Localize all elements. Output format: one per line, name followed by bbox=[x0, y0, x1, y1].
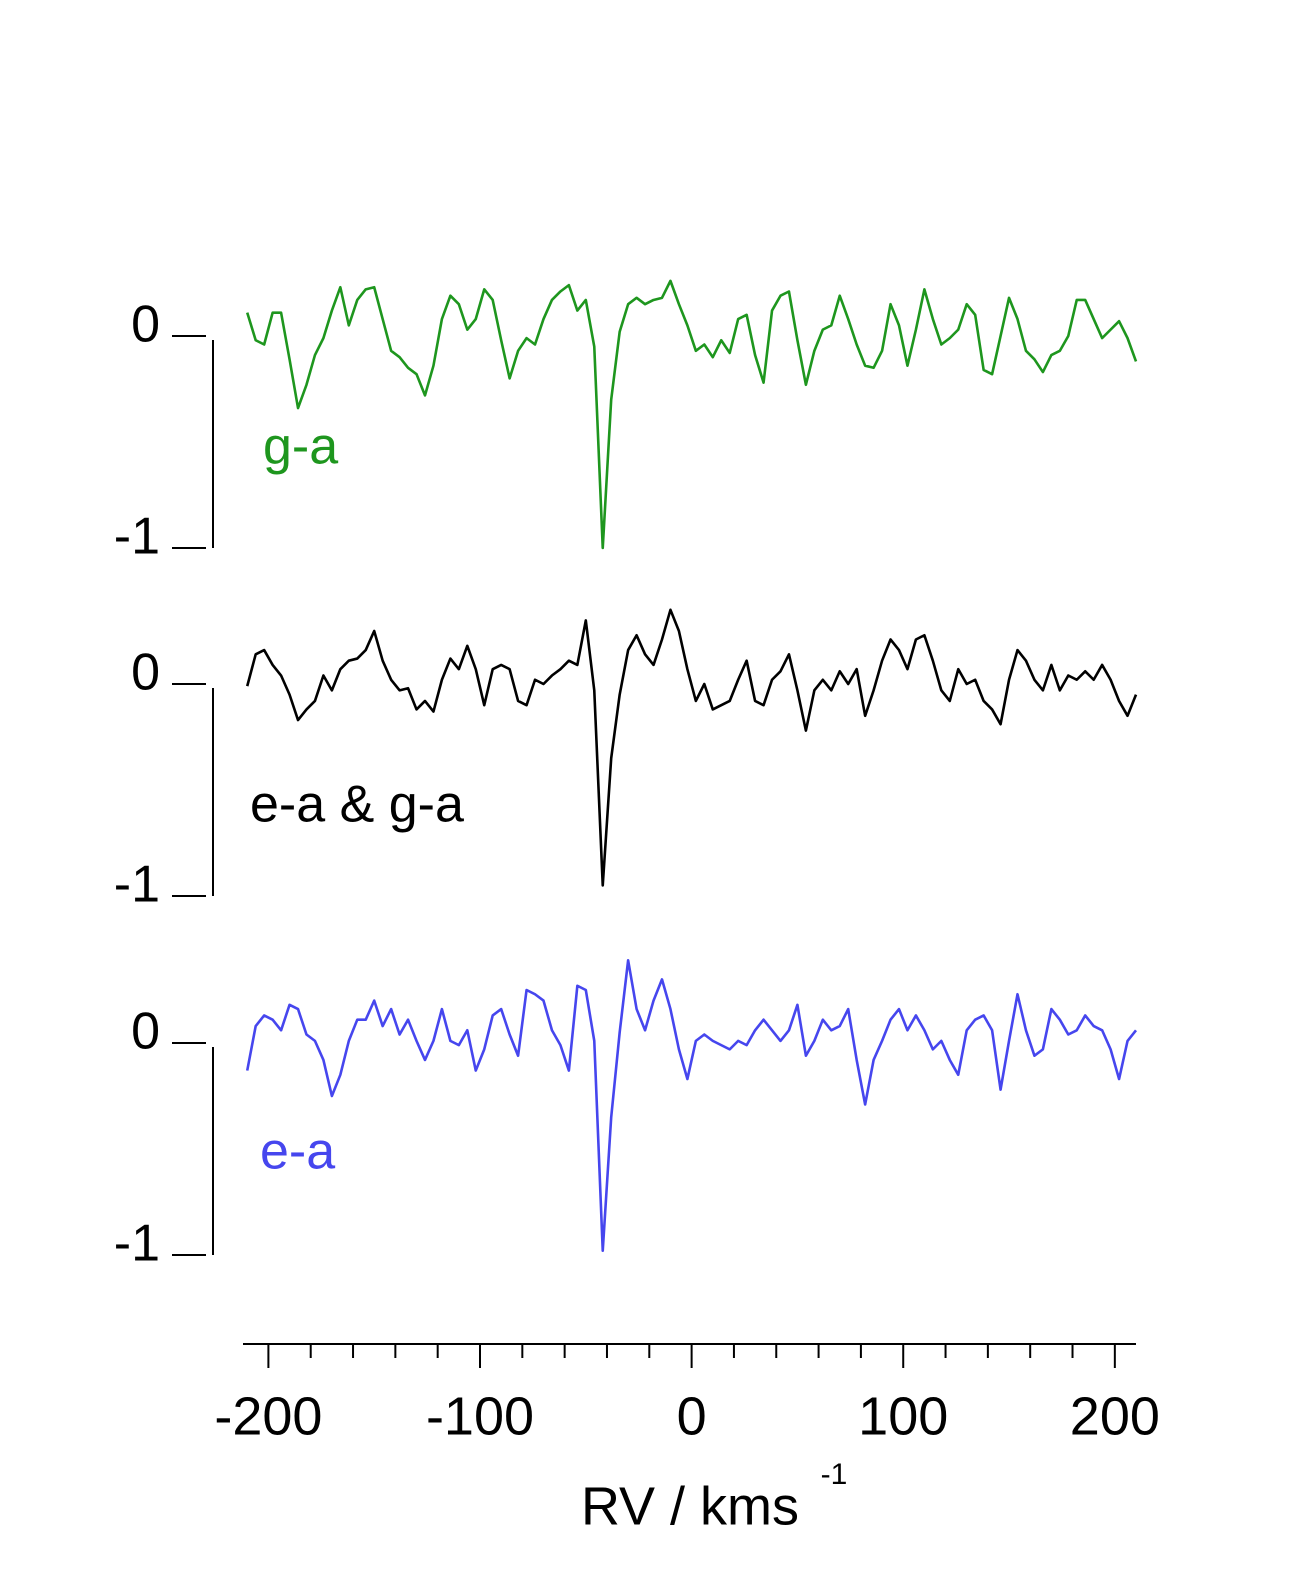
data-line bbox=[245, 279, 1138, 550]
x-axis-label-superscript: -1 bbox=[821, 1458, 848, 1491]
data-line bbox=[245, 608, 1138, 887]
y-tick-label: 0 bbox=[131, 1003, 160, 1061]
series-label: e-a & g-a bbox=[250, 776, 464, 834]
x-tick-label: 200 bbox=[1070, 1386, 1160, 1446]
x-tick-label: -100 bbox=[426, 1386, 534, 1446]
y-tick-label: -1 bbox=[114, 1215, 160, 1273]
x-tick-label: 0 bbox=[677, 1386, 707, 1446]
data-line bbox=[245, 959, 1138, 1253]
x-tick-label: -200 bbox=[214, 1386, 322, 1446]
y-tick-label: 0 bbox=[131, 296, 160, 354]
series-label: e-a bbox=[260, 1123, 335, 1181]
series-label: g-a bbox=[263, 418, 338, 476]
x-axis-label: RV / kms bbox=[581, 1476, 799, 1536]
y-tick-label: -1 bbox=[114, 508, 160, 566]
x-tick-label: 100 bbox=[858, 1386, 948, 1446]
y-tick-label: -1 bbox=[114, 856, 160, 914]
y-tick-label: 0 bbox=[131, 644, 160, 702]
